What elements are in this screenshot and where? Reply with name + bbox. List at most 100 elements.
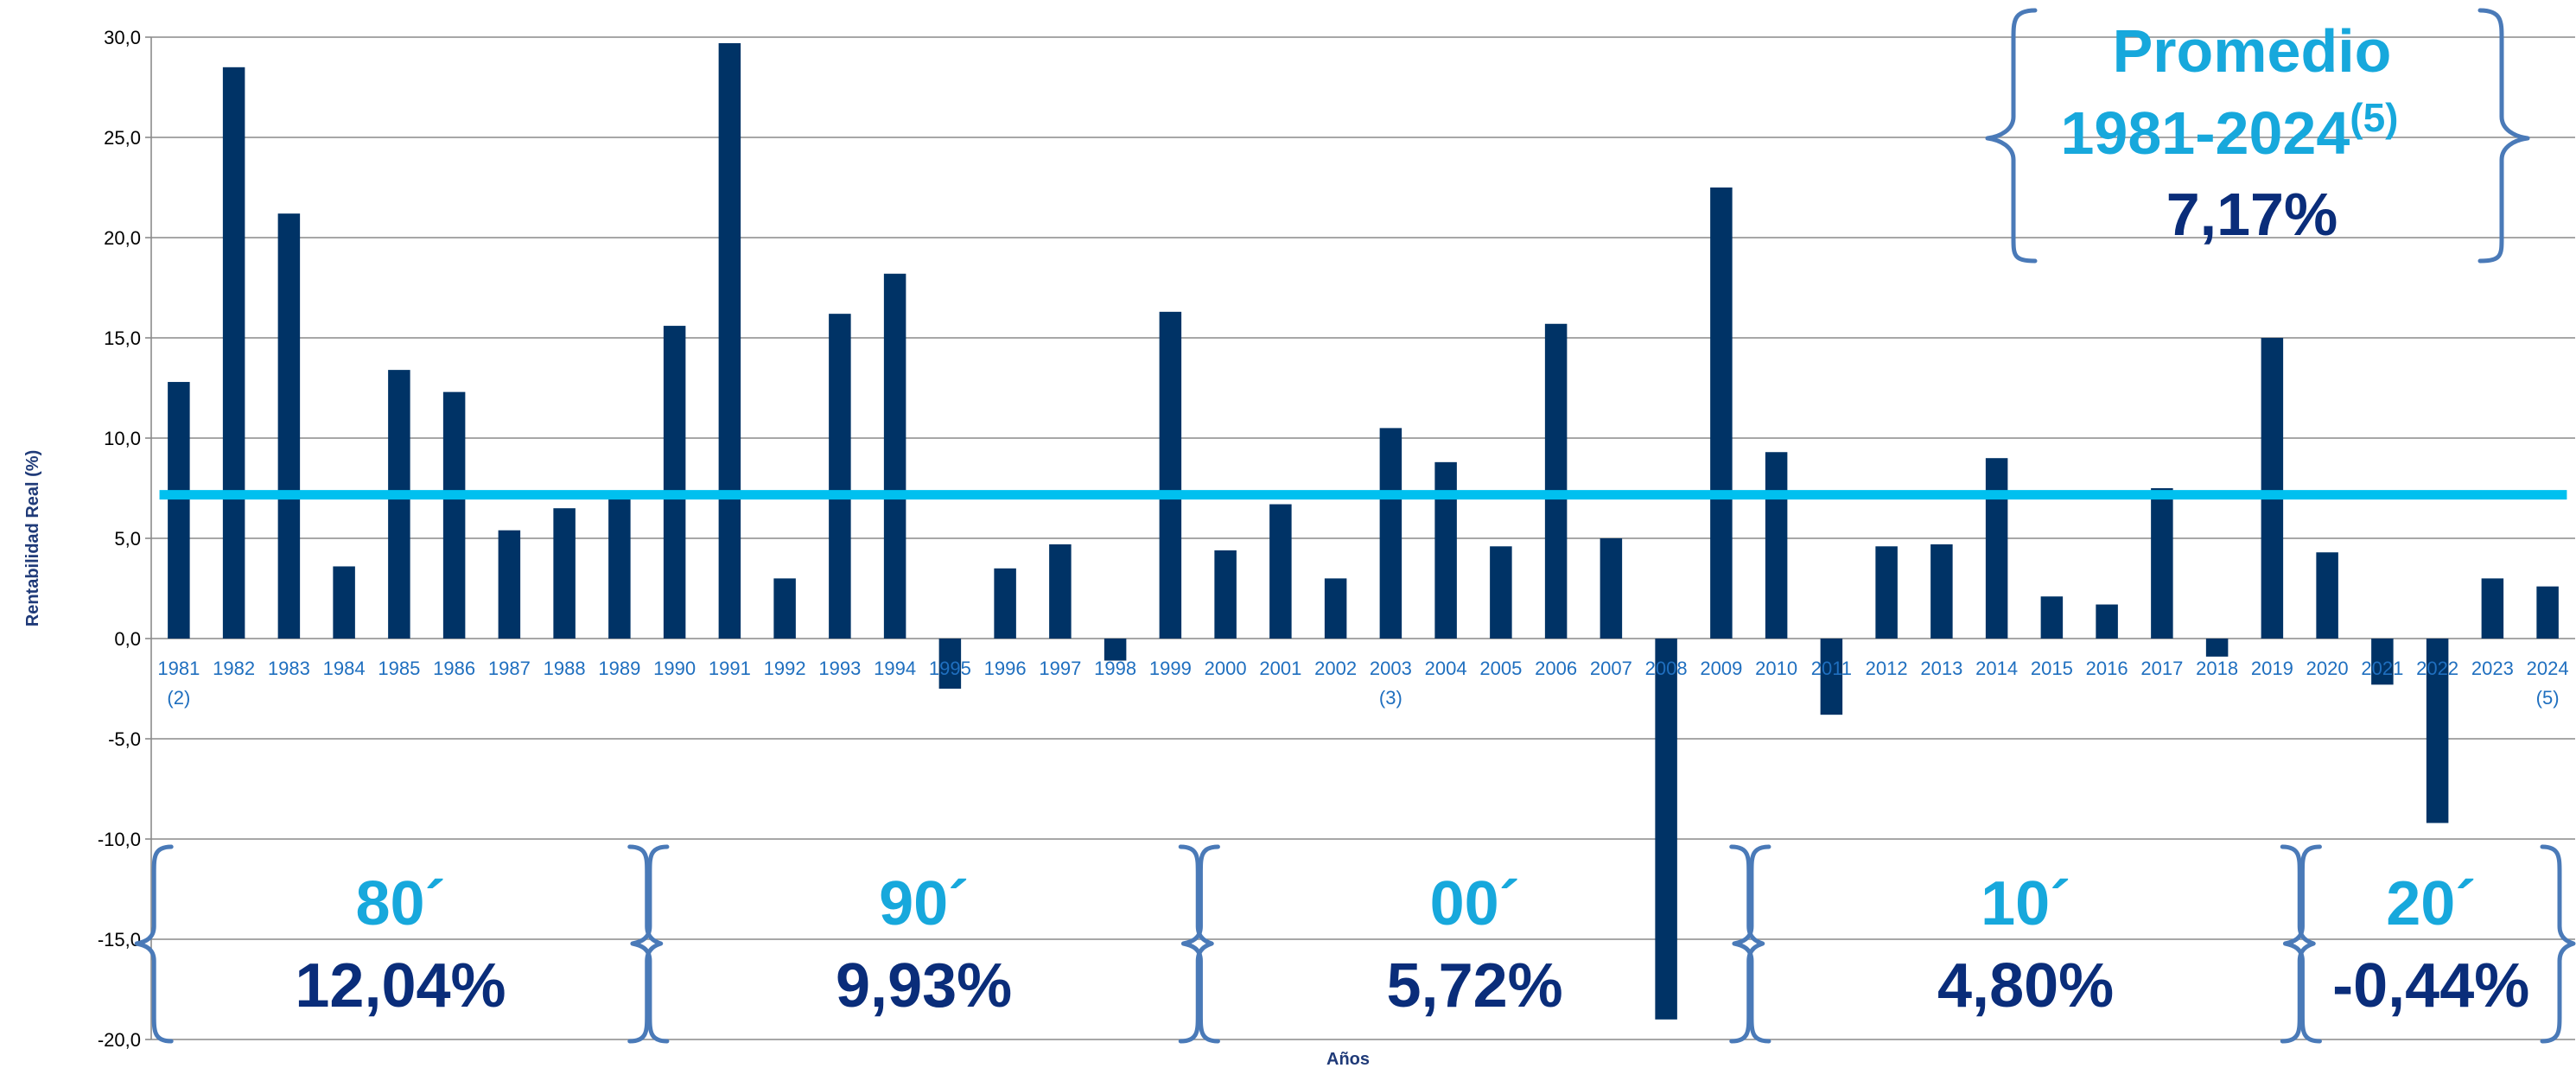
bar [1049, 544, 1072, 639]
bar [1655, 639, 1677, 1020]
decade-boxes: 80´ 12,04% 90´ 9,93% 00´ 5,72% 10´ 4,80% 20´ -0,4… [134, 844, 2576, 1044]
bar [442, 391, 466, 639]
x-tick-label: 2022 [2416, 658, 2458, 679]
y-tick-label: 10,0 [104, 428, 141, 449]
bar [168, 382, 190, 639]
x-axis-title: Años [1326, 1050, 1370, 1068]
decade-label: 90´ [879, 869, 969, 938]
decade-value: -0,44% [2332, 951, 2529, 1020]
x-tick-label: 2002 [1314, 658, 1357, 679]
x-tick-label: 2012 [1866, 658, 1908, 679]
average-period-note: (5) [2350, 95, 2398, 140]
y-tick-label: 25,0 [104, 127, 141, 149]
decade-right-brace [1729, 844, 1765, 1044]
bar [2426, 639, 2449, 823]
x-tick-label: 2016 [2086, 658, 2128, 679]
bar [1600, 538, 1623, 639]
bar [663, 326, 686, 639]
decade-box: 80´ 12,04% [134, 844, 664, 1044]
y-axis-ticks: 30,0 25,0 20,0 15,0 10,0 5,0 0,0 -5,0 -10,0 -15,0… [98, 27, 141, 1051]
y-tick-label: -10,0 [98, 829, 141, 850]
decade-left-brace [1180, 844, 1220, 1044]
bar [2096, 604, 2118, 639]
bar [222, 67, 245, 639]
x-tick-label: 1987 [488, 658, 531, 679]
x-tick-label: 2004 [1425, 658, 1467, 679]
bar [2151, 488, 2173, 639]
x-tick-label: 1984 [323, 658, 366, 679]
bar [1269, 504, 1292, 639]
average-title: Promedio [2113, 17, 2392, 85]
x-tick-label: 1985 [378, 658, 420, 679]
x-tick-label: 2023 [2471, 658, 2514, 679]
x-tick-label: 1989 [598, 658, 640, 679]
x-tick-label: 1995 [929, 658, 971, 679]
decade-value: 9,93% [836, 951, 1012, 1020]
decade-left-brace [2282, 844, 2322, 1044]
x-tick-label: 1992 [764, 658, 806, 679]
x-tick-label: 2018 [2196, 658, 2238, 679]
bar [938, 639, 962, 689]
x-tick-note: (5) [2536, 687, 2560, 709]
y-tick-label: 30,0 [104, 27, 141, 48]
bar [1820, 639, 1843, 715]
decade-value: 12,04% [295, 951, 506, 1020]
x-tick-label: 1996 [984, 658, 1027, 679]
x-tick-label: 1991 [709, 658, 751, 679]
bar [1930, 544, 1953, 639]
x-tick-label: 2001 [1259, 658, 1301, 679]
x-tick-note: (2) [167, 687, 190, 709]
x-tick-label: 1993 [818, 658, 861, 679]
bar [773, 578, 796, 639]
decade-label: 80´ [355, 869, 445, 938]
bar [1875, 546, 1898, 639]
decade-left-brace [134, 844, 174, 1044]
decade-box: 90´ 9,93% [630, 844, 1214, 1044]
decade-box: 10´ 4,80% [1732, 844, 2316, 1044]
bar [1379, 428, 1402, 639]
x-tick-label: 1983 [268, 658, 310, 679]
y-tick-label: 20,0 [104, 227, 141, 249]
bar [2316, 552, 2338, 639]
average-right-brace [2477, 8, 2530, 264]
average-period-text: 1981-2024 [2061, 99, 2350, 167]
bar [608, 498, 631, 639]
y-tick-label: 5,0 [114, 528, 141, 550]
x-tick-label: 2000 [1205, 658, 1247, 679]
x-tick-label: 2008 [1645, 658, 1688, 679]
bar [1324, 578, 1347, 639]
bar [1710, 188, 1733, 639]
bar [1765, 452, 1788, 639]
bar [1159, 311, 1182, 639]
bar [883, 273, 906, 639]
bar [829, 314, 851, 639]
x-tick-label: 1998 [1094, 658, 1136, 679]
bar [553, 508, 576, 639]
y-axis-title: Rentabilidad Real (%) [23, 450, 42, 626]
decade-value: 5,72% [1387, 951, 1563, 1020]
y-tick-label: -20,0 [98, 1029, 141, 1051]
decade-left-brace [630, 844, 670, 1044]
x-tick-label: 2005 [1479, 658, 1522, 679]
decade-right-brace [2280, 844, 2316, 1044]
x-tick-label: 1994 [874, 658, 916, 679]
decade-label: 00´ [1430, 869, 1520, 938]
average-left-brace [1985, 8, 2038, 264]
bar [2536, 586, 2559, 639]
y-tick-label: -5,0 [108, 728, 141, 750]
decade-label: 10´ [1981, 869, 2070, 938]
decade-box: 20´ -0,44% [2282, 844, 2576, 1044]
x-tick-label: 2014 [1975, 658, 2018, 679]
x-tick-label: 2007 [1590, 658, 1632, 679]
bar [1214, 550, 1237, 639]
decade-right-brace [627, 844, 664, 1044]
x-tick-label: 2021 [2361, 658, 2403, 679]
bar [1434, 461, 1457, 639]
x-tick-label: 2011 [1811, 658, 1852, 679]
average-value: 7,17% [2166, 181, 2337, 248]
y-tick-label: 0,0 [114, 628, 141, 650]
bar [1985, 458, 2008, 639]
average-period: 1981-2024(5) [2061, 95, 2399, 167]
x-tick-label: 2017 [2140, 658, 2183, 679]
